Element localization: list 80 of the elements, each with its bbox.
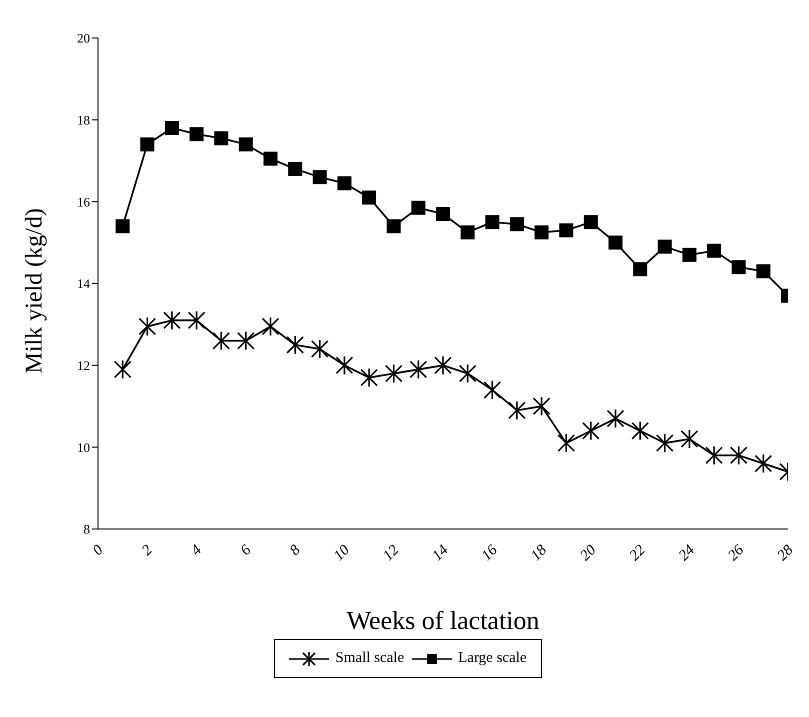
point bbox=[485, 215, 500, 230]
point bbox=[164, 121, 179, 136]
point bbox=[756, 264, 770, 278]
point bbox=[705, 446, 723, 466]
point bbox=[386, 219, 401, 234]
point bbox=[238, 137, 253, 152]
x-tick-label: 0 bbox=[90, 542, 107, 559]
y-tick-label: 14 bbox=[77, 276, 90, 292]
x-tick-label: 20 bbox=[577, 542, 600, 564]
point bbox=[656, 433, 674, 453]
x-tick-label: 14 bbox=[430, 542, 452, 564]
x-tick-label: 16 bbox=[478, 542, 502, 564]
point bbox=[411, 200, 426, 215]
point bbox=[754, 454, 772, 474]
point bbox=[362, 190, 376, 205]
x-tick-label: 8 bbox=[287, 542, 304, 559]
point bbox=[360, 368, 378, 388]
point bbox=[264, 152, 278, 166]
point bbox=[633, 262, 648, 276]
point bbox=[608, 236, 622, 250]
x-tick-label: 12 bbox=[380, 542, 403, 564]
y-tick-label: 16 bbox=[77, 194, 90, 210]
y-tick-label: 12 bbox=[77, 358, 90, 373]
point bbox=[410, 360, 428, 380]
point bbox=[730, 446, 748, 466]
x-tick-label: 2 bbox=[139, 542, 156, 559]
point bbox=[606, 408, 624, 428]
x-tick-label: 22 bbox=[626, 542, 649, 564]
point bbox=[188, 310, 206, 330]
point bbox=[582, 421, 600, 441]
point bbox=[680, 429, 698, 449]
point bbox=[163, 310, 181, 330]
point bbox=[732, 260, 746, 274]
x-tick-label: 4 bbox=[188, 542, 206, 559]
y-axis-title: Milk yield (kg/d) bbox=[22, 208, 48, 374]
y-tick-label: 20 bbox=[77, 30, 90, 46]
point bbox=[584, 215, 598, 230]
x-axis-title: Weeks of lactation bbox=[346, 606, 540, 635]
point bbox=[658, 240, 672, 254]
point bbox=[237, 330, 255, 351]
point bbox=[288, 162, 302, 176]
point bbox=[557, 433, 576, 453]
point bbox=[214, 131, 228, 146]
point bbox=[212, 330, 230, 351]
legend-label: Small scale bbox=[334, 650, 404, 667]
point bbox=[336, 356, 354, 376]
point bbox=[510, 217, 524, 232]
point bbox=[190, 127, 204, 142]
point bbox=[460, 225, 475, 240]
point bbox=[310, 339, 329, 359]
point bbox=[483, 380, 502, 400]
point bbox=[436, 206, 450, 221]
point bbox=[140, 137, 154, 152]
point bbox=[534, 225, 549, 240]
point bbox=[114, 360, 132, 380]
point bbox=[532, 396, 550, 416]
x-tick-label: 28 bbox=[774, 542, 797, 564]
y-tick-label: 18 bbox=[77, 112, 90, 128]
y-tick-label: 8 bbox=[84, 522, 90, 537]
x-tick-label: 10 bbox=[330, 542, 354, 564]
point bbox=[312, 170, 327, 184]
point bbox=[707, 244, 722, 258]
point bbox=[458, 364, 476, 384]
point bbox=[559, 223, 574, 238]
point bbox=[262, 316, 280, 336]
point bbox=[631, 421, 649, 441]
point bbox=[508, 400, 526, 420]
point bbox=[116, 219, 130, 234]
x-tick-label: 6 bbox=[238, 542, 255, 559]
x-tick-label: 24 bbox=[676, 542, 698, 564]
legend-label: Large scale bbox=[457, 650, 527, 667]
x-tick-label: 26 bbox=[725, 542, 748, 564]
y-tick-label: 10 bbox=[77, 440, 90, 455]
point bbox=[286, 335, 304, 355]
point bbox=[682, 248, 696, 262]
point bbox=[434, 356, 452, 376]
point bbox=[138, 316, 156, 336]
point bbox=[384, 364, 403, 384]
point bbox=[337, 176, 352, 190]
x-tick-label: 18 bbox=[528, 542, 550, 564]
